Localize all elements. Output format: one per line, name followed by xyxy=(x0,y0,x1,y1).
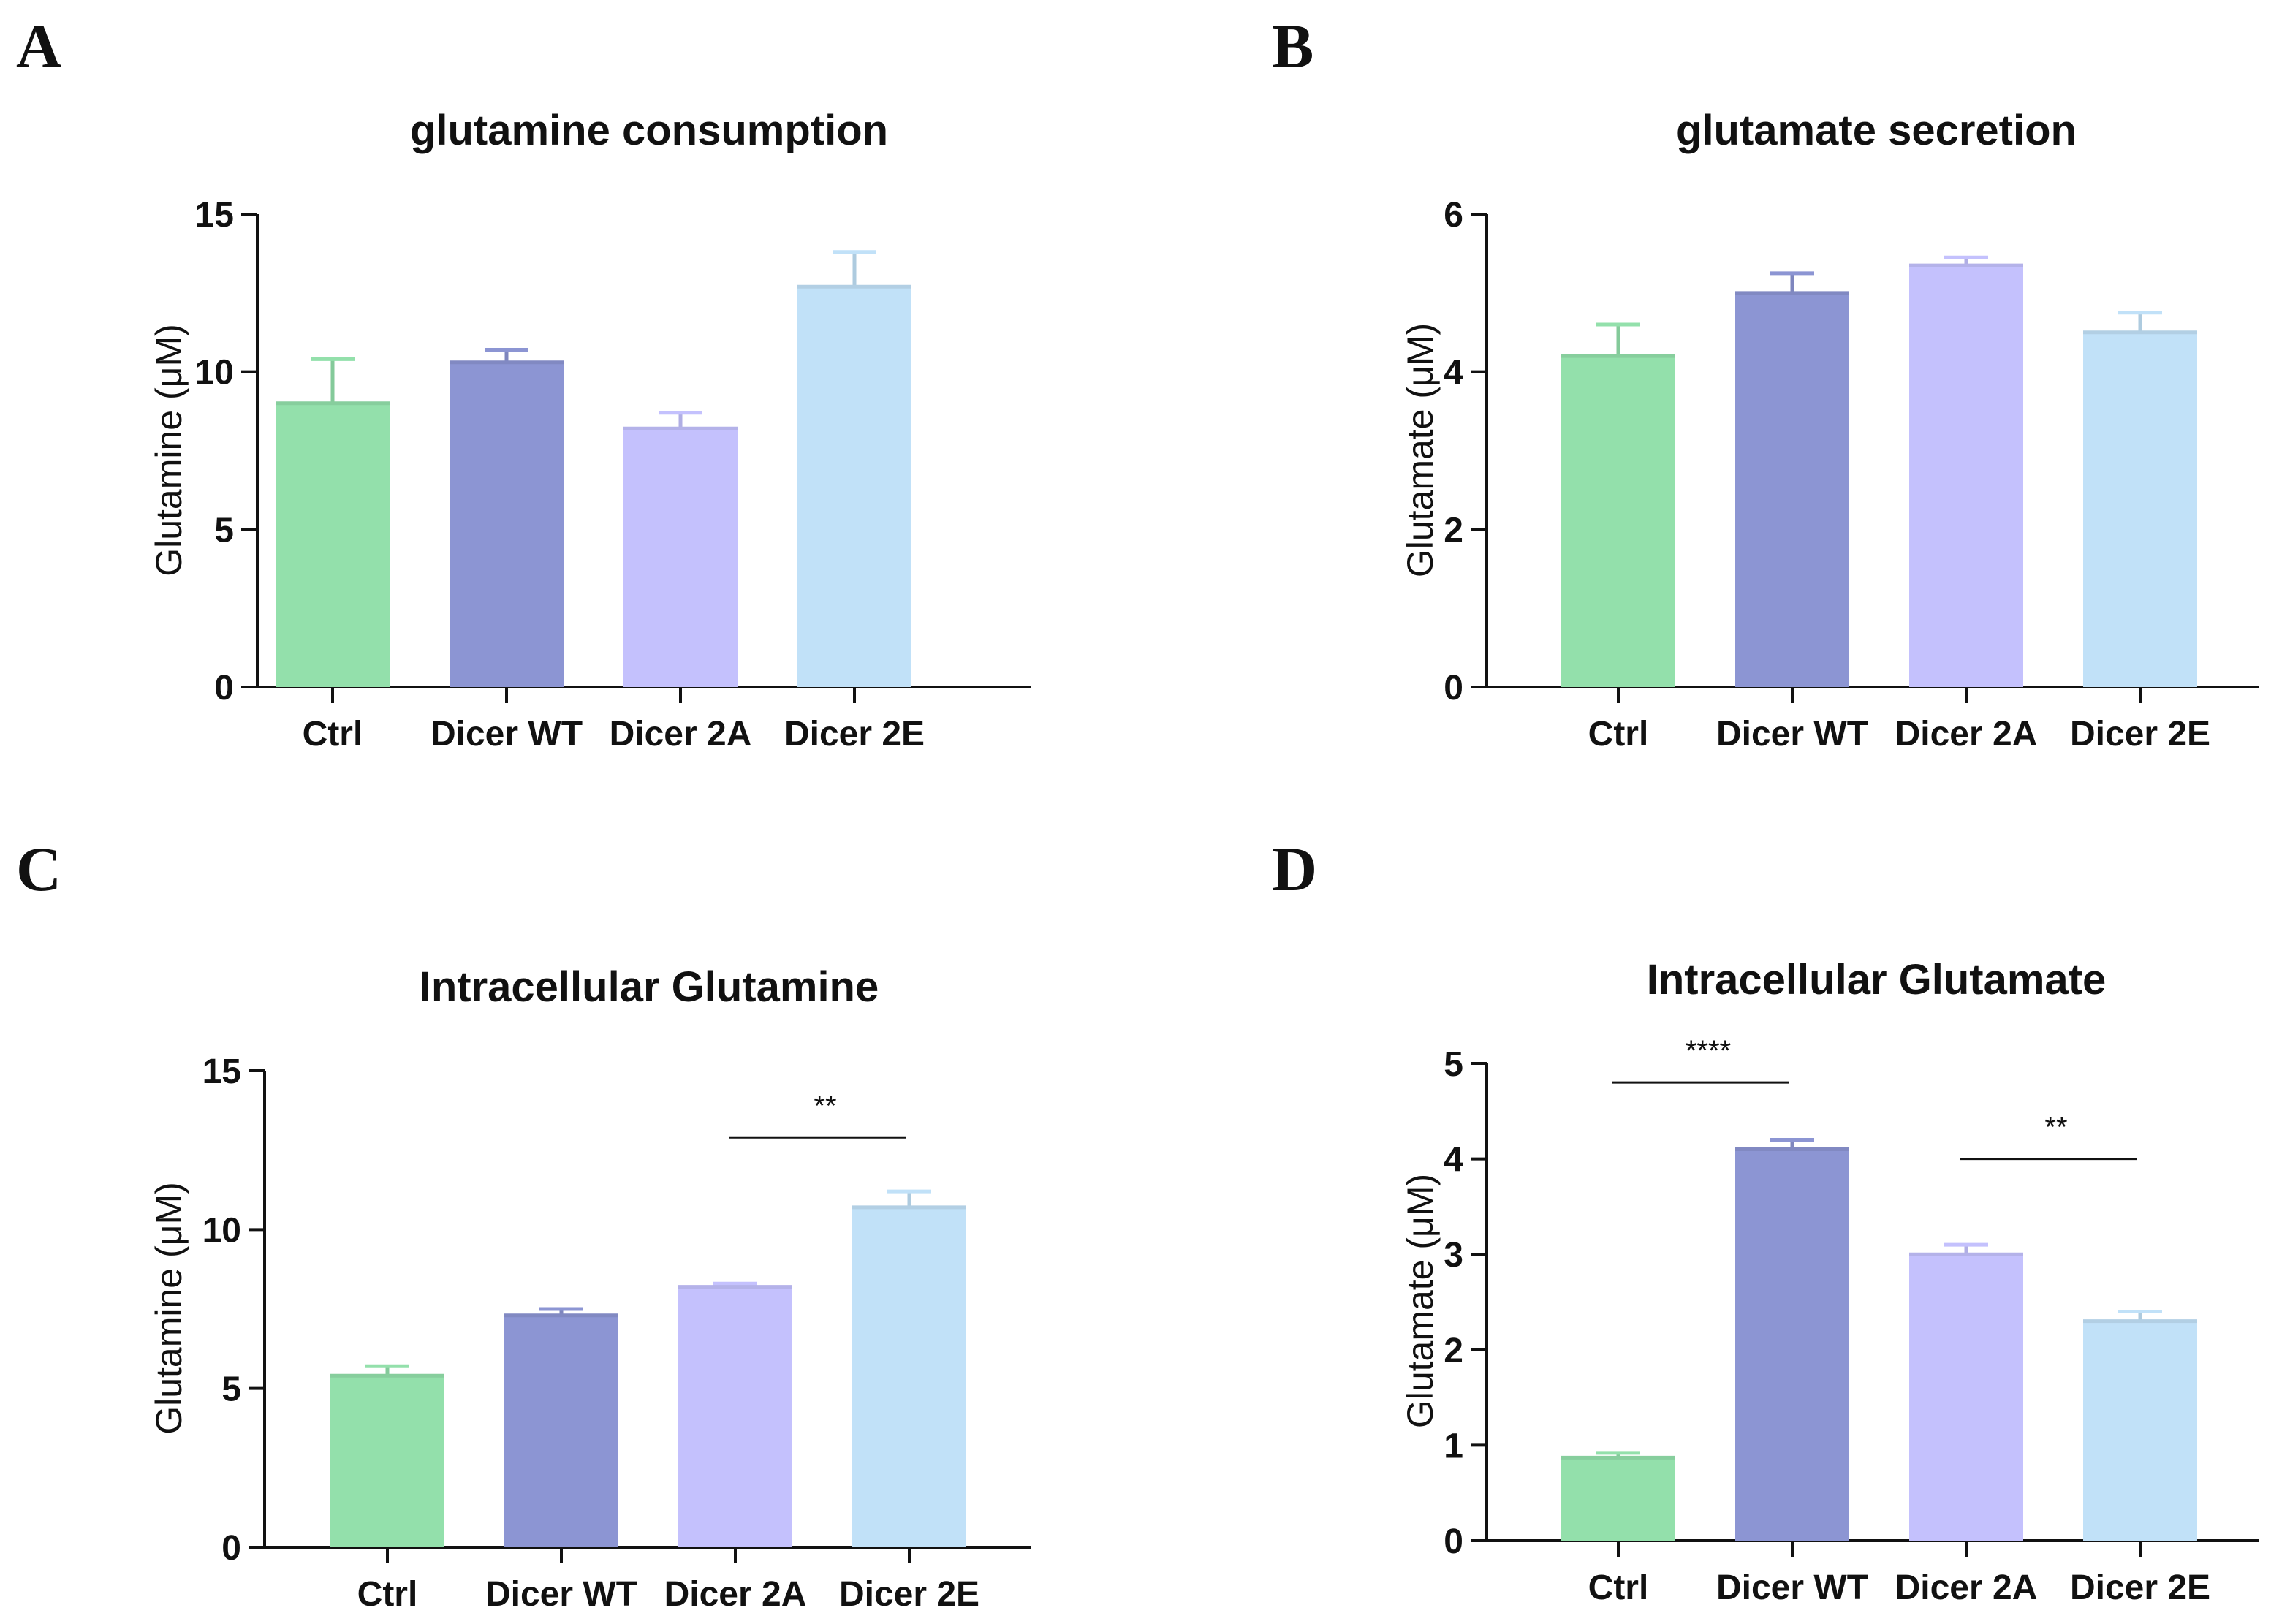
panel-a-bar xyxy=(623,428,738,687)
panel-b-y-tick-label: 0 xyxy=(1444,669,1463,707)
panel-b-bar xyxy=(1735,292,1849,687)
panel-c-y-tick-label: 0 xyxy=(221,1529,241,1568)
panel-b-x-tick-label: Dicer WT xyxy=(1716,715,1868,754)
panel-d-title: Intracellular Glutamate xyxy=(1647,956,2107,1003)
panel-d-significance-label: ** xyxy=(2044,1112,2067,1144)
panel-c-bar xyxy=(852,1207,966,1547)
panel-c-letter: C xyxy=(16,834,61,904)
panel-c-x-tick-label: Dicer 2A xyxy=(664,1575,807,1614)
panel-b-title: glutamate secretion xyxy=(1676,107,2077,154)
panel-b-bar xyxy=(2083,332,2197,687)
panel-a-bar xyxy=(797,287,911,687)
panel-c-y-tick-label: 5 xyxy=(221,1370,241,1409)
panel-d-significance-label: **** xyxy=(1686,1035,1731,1067)
panel-d-y-axis-label: Glutamate (μM) xyxy=(1400,1174,1441,1428)
panel-c-y-axis-label: Glutamine (μM) xyxy=(148,1182,189,1435)
panel-a-x-tick-label: Ctrl xyxy=(303,715,363,754)
panel-b-y-tick-label: 2 xyxy=(1444,511,1463,550)
panel-a-y-axis-label: Glutamine (μM) xyxy=(148,324,189,577)
panel-a-y-tick-label: 0 xyxy=(214,669,234,707)
panel-a-x-tick-label: Dicer 2E xyxy=(784,715,925,754)
panel-d-y-tick-label: 1 xyxy=(1444,1427,1463,1465)
panel-c-bar xyxy=(330,1376,444,1547)
panel-d-x-tick-label: Dicer 2E xyxy=(2070,1568,2210,1607)
panel-d-x-tick-label: Dicer WT xyxy=(1716,1568,1868,1607)
panel-b-bar xyxy=(1909,265,2023,687)
panel-d-bar xyxy=(2083,1321,2197,1541)
panel-c-bar xyxy=(678,1286,792,1547)
panel-a-title: glutamine consumption xyxy=(410,107,888,154)
panel-d-x-tick-label: Ctrl xyxy=(1588,1568,1649,1607)
panel-b-x-tick-label: Ctrl xyxy=(1588,715,1649,754)
panel-b-x-tick-label: Dicer 2A xyxy=(1895,715,2038,754)
panel-a-bar xyxy=(450,362,564,687)
panel-d-y-tick-label: 0 xyxy=(1444,1522,1463,1561)
panel-a-y-tick-label: 10 xyxy=(195,354,234,392)
panel-b-x-tick-label: Dicer 2E xyxy=(2070,715,2210,754)
panel-a-bar xyxy=(276,403,390,687)
panel-a-letter: A xyxy=(16,11,61,81)
panel-a-x-tick-label: Dicer WT xyxy=(431,715,583,754)
panel-d-x-tick-label: Dicer 2A xyxy=(1895,1568,2038,1607)
panel-a-y-tick-label: 5 xyxy=(214,511,234,550)
panel-b-letter: B xyxy=(1272,11,1313,81)
panel-c-y-tick-label: 10 xyxy=(202,1211,241,1250)
panel-d-y-tick-label: 5 xyxy=(1444,1045,1463,1084)
panel-c-x-tick-label: Ctrl xyxy=(357,1575,418,1614)
panel-d-bar xyxy=(1561,1457,1675,1541)
panel-d-y-tick-label: 4 xyxy=(1444,1141,1463,1180)
panel-d-bar xyxy=(1909,1254,2023,1541)
panel-d-y-tick-label: 2 xyxy=(1444,1332,1463,1370)
panel-d-bar xyxy=(1735,1149,1849,1541)
panel-b-y-tick-label: 4 xyxy=(1444,354,1463,392)
panel-d-letter: D xyxy=(1272,834,1317,904)
panel-c-significance-label: ** xyxy=(814,1090,836,1122)
panel-b-y-axis-label: Glutamate (μM) xyxy=(1400,323,1441,577)
panel-c-bar xyxy=(504,1315,618,1547)
panel-b-y-tick-label: 6 xyxy=(1444,196,1463,235)
panel-c-x-tick-label: Dicer 2E xyxy=(839,1575,979,1614)
panel-a-y-tick-label: 15 xyxy=(195,196,234,235)
panel-c-title: Intracellular Glutamine xyxy=(420,963,879,1011)
panel-b-bar xyxy=(1561,356,1675,687)
panel-c-x-tick-label: Dicer WT xyxy=(485,1575,637,1614)
panel-a-x-tick-label: Dicer 2A xyxy=(610,715,752,754)
panel-d-y-tick-label: 3 xyxy=(1444,1236,1463,1275)
panel-c-y-tick-label: 15 xyxy=(202,1052,241,1091)
